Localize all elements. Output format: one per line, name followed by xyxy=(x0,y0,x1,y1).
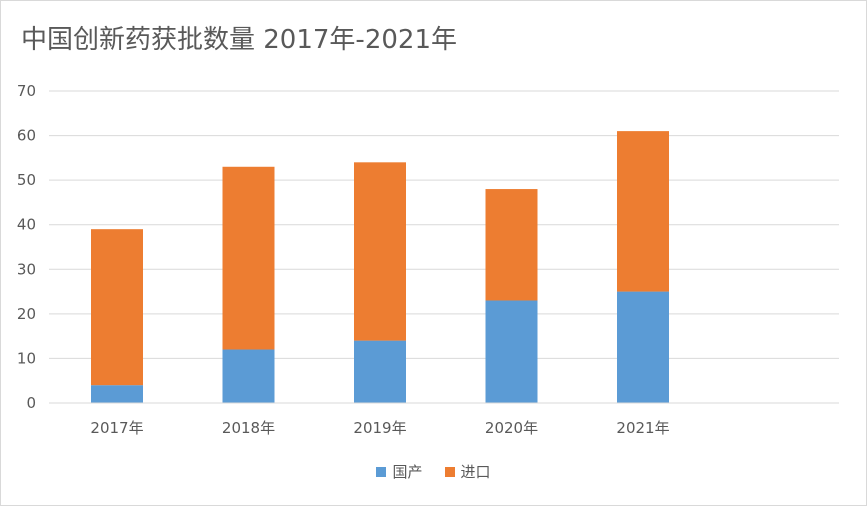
y-axis-ticks: 0 10 20 30 40 50 60 70 xyxy=(17,82,36,412)
x-tick-label: 2020年 xyxy=(485,419,538,437)
y-tick-label: 70 xyxy=(17,82,36,100)
bars xyxy=(91,131,669,403)
y-tick-label: 40 xyxy=(17,216,36,234)
legend-item: 国产 xyxy=(376,461,423,482)
x-tick-label: 2017年 xyxy=(90,419,143,437)
y-tick-label: 30 xyxy=(17,260,36,278)
y-tick-label: 0 xyxy=(26,394,36,412)
bar-segment xyxy=(485,189,538,301)
chart-title: 中国创新药获批数量 2017年-2021年 xyxy=(21,25,457,55)
y-tick-label: 20 xyxy=(17,305,36,323)
x-axis-ticks: 2017年 2018年 2019年 2020年 2021年 xyxy=(49,402,839,437)
bar-segment xyxy=(485,300,538,403)
bar-segment xyxy=(222,349,275,403)
bar-segment xyxy=(354,340,406,403)
x-tick-label: 2021年 xyxy=(616,419,669,437)
legend-swatch xyxy=(376,466,387,477)
bar-segment xyxy=(91,229,143,386)
legend-label: 国产 xyxy=(392,463,423,481)
legend: 国产 进口 xyxy=(1,461,866,482)
bar-segment xyxy=(91,385,143,403)
legend-item: 进口 xyxy=(444,461,491,482)
bar-segment xyxy=(354,162,406,341)
y-tick-label: 10 xyxy=(17,349,36,367)
x-tick-label: 2018年 xyxy=(222,419,275,437)
y-tick-label: 60 xyxy=(17,127,36,145)
x-tick-label: 2019年 xyxy=(353,419,406,437)
bar-segment xyxy=(222,166,275,350)
bar-segment xyxy=(617,291,669,403)
bar-segment xyxy=(617,131,669,292)
legend-label: 进口 xyxy=(460,463,491,481)
y-tick-label: 50 xyxy=(17,171,36,189)
legend-swatch xyxy=(444,466,455,477)
gridlines xyxy=(49,90,839,404)
